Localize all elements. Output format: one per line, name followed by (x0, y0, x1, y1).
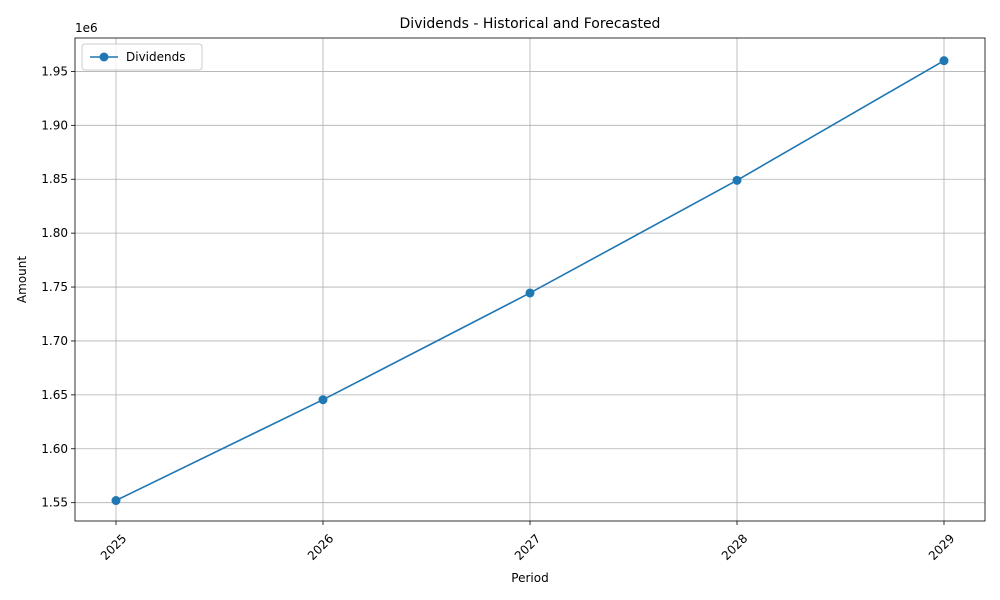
y-tick-label: 1.60 (41, 442, 68, 456)
data-point (732, 175, 742, 185)
legend-swatch-marker (99, 52, 109, 62)
y-tick-label: 1.80 (41, 226, 68, 240)
x-tick-label: 2025 (98, 531, 129, 562)
x-tick-label: 2026 (305, 531, 336, 562)
y-tick-label: 1.55 (41, 496, 68, 510)
y-tick-label: 1.75 (41, 280, 68, 294)
y-tick-label: 1.70 (41, 334, 68, 348)
ticks: 2025 2026 2027 2028 2029 1.55 1.60 1.65 1.70 1.75… (41, 64, 957, 563)
y-axis-label: Amount (15, 256, 29, 303)
series-layer (111, 56, 949, 506)
data-point (525, 288, 535, 298)
legend: Dividends (81, 43, 203, 71)
x-tick-label: 2027 (512, 531, 543, 562)
data-point (939, 56, 949, 66)
legend-label: Dividends (126, 50, 185, 64)
legend-box (81, 43, 203, 71)
y-tick-label: 1.90 (41, 118, 68, 132)
data-point (318, 395, 328, 405)
chart-title: Dividends - Historical and Forecasted (400, 16, 661, 32)
y-tick-label: 1.65 (41, 388, 68, 402)
x-tick-label: 2028 (719, 531, 750, 562)
x-axis-label: Period (511, 571, 548, 585)
y-tick-label: 1.85 (41, 172, 68, 186)
y-offset-label: 1e6 (75, 21, 98, 35)
y-tick-label: 1.95 (41, 64, 68, 78)
x-tick-label: 2029 (926, 531, 957, 562)
grid (75, 38, 985, 521)
data-point (111, 496, 121, 506)
